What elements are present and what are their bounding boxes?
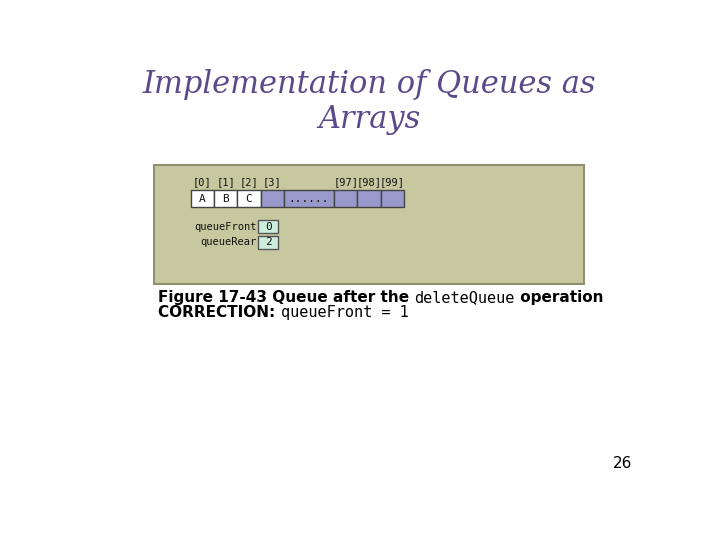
Bar [284,190,334,207]
Text: queueRear: queueRear [200,237,256,247]
Text: 2: 2 [265,237,271,247]
Bar [381,190,404,207]
Text: Figure 17-43 Queue after the: Figure 17-43 Queue after the [158,289,415,305]
Bar [258,220,279,233]
Text: Implementation of Queues as
Arrays: Implementation of Queues as Arrays [143,69,595,136]
Text: deleteQueue: deleteQueue [415,289,515,305]
Text: CORRECTION:: CORRECTION: [158,305,281,320]
Bar [214,190,238,207]
Text: [97]: [97] [333,177,359,187]
Text: [3]: [3] [263,177,282,187]
Bar [258,236,279,249]
Bar [238,190,261,207]
Bar [261,190,284,207]
Text: [1]: [1] [216,177,235,187]
Bar [334,190,357,207]
Text: [0]: [0] [193,177,212,187]
Text: B: B [222,194,229,204]
Bar [357,190,381,207]
Text: queueFront: queueFront [194,222,256,232]
Text: [99]: [99] [379,177,405,187]
Text: operation: operation [515,289,603,305]
Text: 26: 26 [613,456,632,471]
Text: ......: ...... [289,194,329,204]
Bar [191,190,214,207]
FancyBboxPatch shape [153,165,584,284]
Text: [98]: [98] [356,177,382,187]
Text: queueFront = 1: queueFront = 1 [281,305,408,320]
Text: 0: 0 [265,222,271,232]
Text: A: A [199,194,206,204]
Text: C: C [246,194,252,204]
Text: [2]: [2] [240,177,258,187]
